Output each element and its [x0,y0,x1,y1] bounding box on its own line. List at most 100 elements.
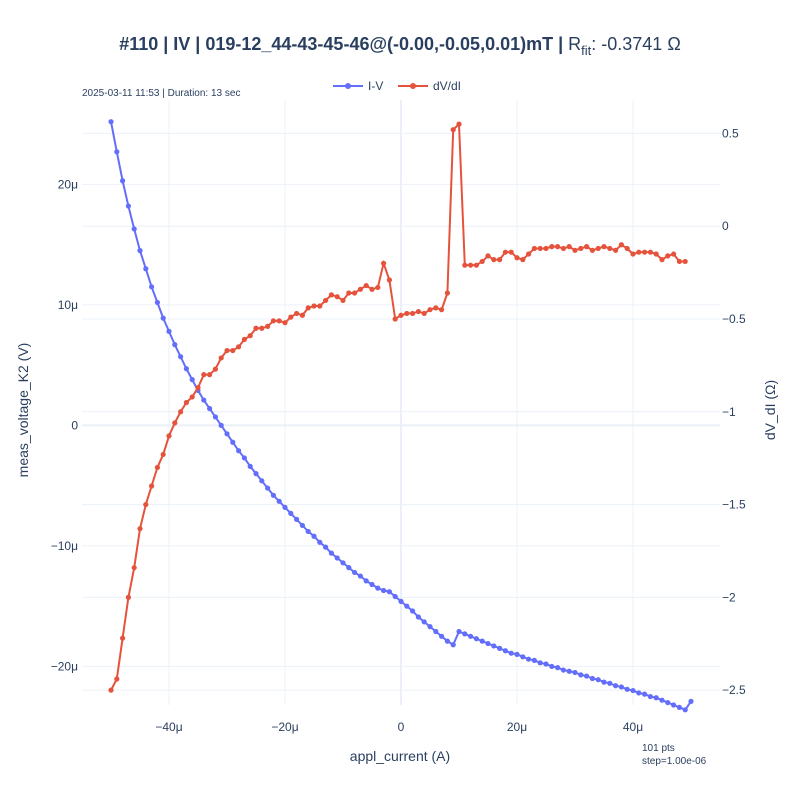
data-point-dvdi [444,290,450,296]
data-point-dvdi [149,483,155,489]
data-point-iv [189,377,195,383]
data-point-iv [178,354,184,360]
x-tick-label: 40μ [623,720,643,734]
y2-tick-label: 0 [722,219,729,233]
data-point-iv [439,633,445,639]
y2-tick-label: −1 [722,405,736,419]
timestamp-annotation: 2025-03-11 11:53 | Duration: 13 sec [82,88,240,99]
data-point-dvdi [317,303,323,309]
chart-title-main: #110 | IV | 019-12_44-43-45-46@(-0.00,-0… [119,34,568,54]
data-point-dvdi [398,312,404,318]
data-point-dvdi [207,372,213,378]
data-point-iv [572,669,578,676]
data-point-iv [114,149,120,155]
data-point-iv [653,695,659,701]
y2-tick-label: −1.5 [722,498,746,512]
data-point-iv [143,266,149,272]
data-point-iv [137,248,143,254]
data-point-iv [468,633,474,639]
data-point-iv [160,315,166,321]
data-point-dvdi [531,245,538,252]
data-point-dvdi [439,307,445,313]
data-point-iv [276,498,282,504]
data-point-iv [578,672,584,678]
data-point-dvdi [671,251,677,257]
data-point-dvdi [346,290,352,296]
data-point-iv [549,663,555,670]
data-point-iv [473,636,479,642]
data-point-dvdi [253,325,259,331]
data-point-dvdi [508,249,514,255]
data-point-dvdi [468,262,474,268]
data-point-iv [311,533,317,539]
data-point-iv [415,614,421,620]
data-point-iv [682,707,688,713]
data-point-iv [404,603,410,609]
data-point-iv [323,544,329,550]
data-point-iv [671,702,677,708]
data-point-iv [676,704,683,711]
data-point-dvdi [473,262,479,268]
data-point-dvdi [514,255,520,261]
data-point-dvdi [224,347,230,354]
data-point-dvdi [549,244,555,250]
data-point-iv [543,661,549,667]
data-point-iv [398,598,404,604]
x-axis-title: appl_current (A) [350,748,450,764]
data-point-iv [236,448,242,454]
data-point-dvdi [450,127,456,133]
data-point-dvdi [120,635,126,641]
data-point-iv [166,328,172,334]
data-point-dvdi [166,433,172,439]
chart-title: #110 | IV | 019-12_44-43-45-46@(-0.00,-0… [119,34,681,58]
y2-axis-title: dV_dI (Ω) [762,380,778,440]
data-point-iv [381,587,387,594]
legend-item-dvdi[interactable]: dV/dI [398,79,461,93]
data-point-iv [607,680,613,686]
data-point-iv [386,589,392,595]
data-point-dvdi [189,394,195,400]
legend[interactable]: I-V dV/dI [333,79,461,93]
data-point-dvdi [265,323,271,330]
data-point-iv [230,439,236,445]
chart-title-rfit-sub: fit [581,43,592,58]
data-point-iv [636,690,642,696]
data-point-dvdi [555,244,561,250]
data-point-dvdi [178,409,184,415]
data-point-iv [241,455,247,461]
data-point-iv [224,431,230,437]
data-point-iv [647,693,654,700]
y-axis-ticks: −20μ −10μ 0 10μ 20μ [51,177,79,673]
data-point-dvdi [247,333,253,339]
data-point-iv [346,565,352,571]
y2-tick-label: −2 [722,590,736,604]
data-point-iv [172,342,178,348]
y-tick-label: 20μ [58,177,78,191]
data-point-iv [642,691,648,697]
data-point-dvdi [485,253,491,259]
y-tick-label: −10μ [51,539,78,553]
data-point-iv [421,619,427,625]
legend-item-iv[interactable]: I-V [333,79,383,93]
data-point-dvdi [624,245,630,252]
data-point-dvdi [311,303,317,309]
data-point-dvdi [230,347,236,354]
data-point-iv [491,643,497,649]
data-point-dvdi [392,316,398,322]
grid [82,100,720,705]
data-point-iv [601,679,607,685]
data-point-dvdi [584,244,590,250]
data-point-dvdi [270,318,276,324]
data-point-dvdi [299,312,305,318]
y-axis-title: meas_voltage_K2 (V) [15,343,31,478]
data-point-iv [520,654,526,660]
data-point-iv [479,638,485,644]
data-point-iv [375,585,381,591]
x-tick-label: −20μ [271,720,298,734]
data-point-iv [560,667,567,673]
data-point-dvdi [566,244,572,250]
data-point-iv [566,668,572,674]
data-point-dvdi [497,257,503,263]
data-point-iv [456,628,462,635]
